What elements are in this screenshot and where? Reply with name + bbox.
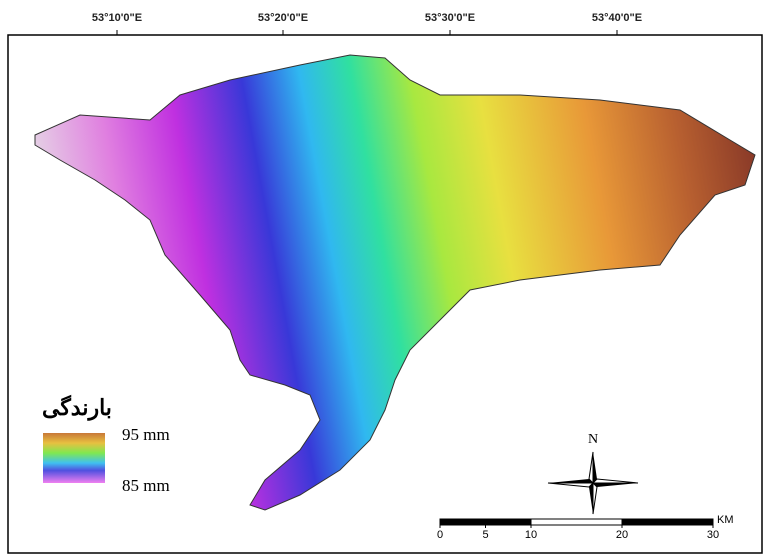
longitude-label: 53°30'0"E bbox=[425, 12, 475, 24]
legend-ramp bbox=[43, 433, 105, 483]
scale-label: 20 bbox=[616, 529, 628, 541]
longitude-label: 53°10'0"E bbox=[92, 12, 142, 24]
legend-title: بارندگی bbox=[42, 394, 112, 421]
map: 53°10'0"E 53°20'0"E 53°30'0"E 53°40'0"E … bbox=[0, 0, 763, 554]
scale-segment bbox=[440, 519, 531, 525]
scale-label: 5 bbox=[482, 529, 488, 541]
scale-label: 10 bbox=[525, 529, 537, 541]
scale-segment bbox=[531, 519, 622, 525]
legend-max: 95 mm bbox=[122, 425, 170, 444]
longitude-label: 53°20'0"E bbox=[258, 12, 308, 24]
scale-segment bbox=[622, 519, 713, 525]
page: 53°10'0"E 53°20'0"E 53°30'0"E 53°40'0"E … bbox=[0, 0, 763, 554]
scale-label: 30 bbox=[707, 529, 719, 541]
longitude-label: 53°40'0"E bbox=[592, 12, 642, 24]
legend-min: 85 mm bbox=[122, 476, 170, 495]
scale-label: 0 bbox=[437, 529, 443, 541]
scale-unit: KM bbox=[717, 514, 734, 526]
north-label: N bbox=[588, 432, 598, 447]
